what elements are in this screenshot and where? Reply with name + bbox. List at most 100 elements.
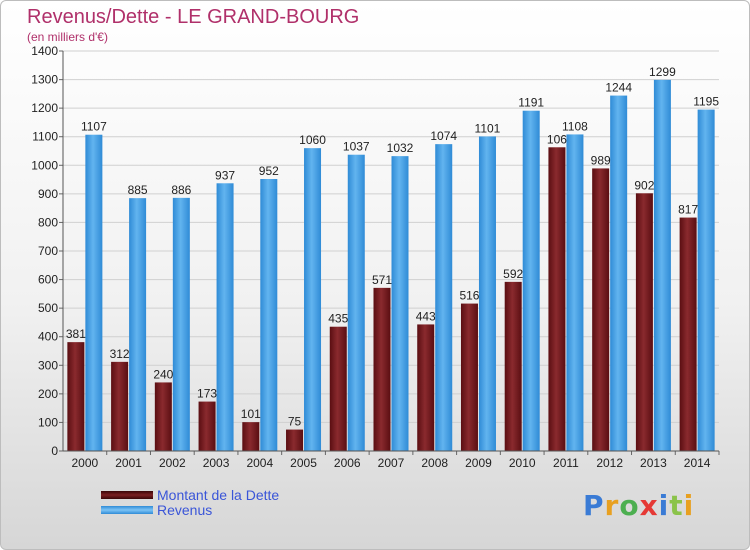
x-tick-label: 2014 bbox=[684, 456, 711, 470]
y-tick-label: 700 bbox=[38, 244, 58, 258]
y-tick-label: 1300 bbox=[31, 73, 58, 87]
data-label-dette: 989 bbox=[591, 153, 611, 167]
bar-revenus bbox=[347, 154, 365, 451]
data-label-dette: 75 bbox=[288, 415, 302, 429]
data-label-revenus: 1244 bbox=[605, 81, 632, 95]
data-label-dette: 173 bbox=[197, 387, 217, 401]
bar-dette bbox=[635, 193, 653, 452]
bar-dette bbox=[67, 342, 85, 451]
bar-revenus bbox=[216, 183, 234, 452]
y-tick-label: 300 bbox=[38, 358, 58, 372]
data-label-dette: 381 bbox=[66, 327, 86, 341]
bar-revenus bbox=[435, 144, 453, 451]
data-label-dette: 240 bbox=[153, 367, 173, 381]
bar-dette bbox=[329, 326, 347, 451]
legend-swatch-revenus bbox=[101, 506, 153, 514]
data-label-revenus: 1191 bbox=[518, 96, 544, 110]
legend-label-dette: Montant de la Dette bbox=[157, 487, 280, 503]
logo-letter: x bbox=[639, 489, 659, 522]
data-label-revenus: 1101 bbox=[475, 121, 501, 135]
bar-dette bbox=[592, 168, 610, 451]
data-label-dette: 435 bbox=[328, 312, 348, 326]
bar-revenus bbox=[522, 110, 540, 451]
bar-revenus bbox=[697, 109, 715, 452]
bar-dette bbox=[504, 281, 522, 451]
bar-revenus bbox=[85, 134, 103, 451]
data-label-revenus: 886 bbox=[171, 183, 191, 197]
bar-dette bbox=[373, 287, 391, 451]
bar-dette bbox=[286, 429, 304, 451]
x-tick-label: 2006 bbox=[334, 456, 361, 470]
x-tick-label: 2002 bbox=[159, 456, 186, 470]
x-tick-label: 2009 bbox=[465, 456, 492, 470]
logo-letter: o bbox=[619, 489, 640, 522]
bar-revenus bbox=[653, 79, 671, 451]
data-label-dette: 592 bbox=[503, 267, 523, 281]
bar-dette bbox=[417, 324, 435, 451]
data-label-revenus: 1107 bbox=[81, 120, 107, 134]
bar-revenus bbox=[172, 197, 190, 451]
data-label-revenus: 1060 bbox=[299, 133, 326, 147]
data-label-revenus: 1037 bbox=[343, 140, 370, 154]
bar-dette bbox=[242, 422, 260, 451]
chart-title: Revenus/Dette - LE GRAND-BOURG bbox=[27, 6, 360, 28]
data-label-dette: 516 bbox=[459, 289, 479, 303]
x-tick-label: 2013 bbox=[640, 456, 667, 470]
y-tick-label: 900 bbox=[38, 187, 58, 201]
logo-letter: t bbox=[669, 489, 684, 522]
bar-dette bbox=[111, 361, 129, 451]
bar-revenus bbox=[610, 95, 628, 452]
bar-dette bbox=[679, 217, 697, 451]
x-tick-label: 2000 bbox=[72, 456, 99, 470]
x-tick-label: 2007 bbox=[378, 456, 405, 470]
legend-swatch-dette bbox=[101, 491, 153, 499]
y-tick-label: 1100 bbox=[32, 130, 58, 144]
chart-subtitle: (en milliers d'€) bbox=[27, 30, 108, 44]
x-tick-label: 2012 bbox=[596, 456, 623, 470]
bar-dette bbox=[154, 382, 172, 451]
y-tick-label: 200 bbox=[38, 387, 58, 401]
data-label-revenus: 885 bbox=[128, 183, 148, 197]
bar-dette bbox=[198, 401, 216, 451]
y-tick-label: 500 bbox=[38, 301, 58, 315]
data-label-dette: 817 bbox=[678, 203, 698, 217]
bar-dette bbox=[548, 147, 566, 452]
data-label-dette: 443 bbox=[416, 309, 436, 323]
legend-item-revenus: Revenus bbox=[101, 502, 213, 518]
x-tick-label: 2003 bbox=[203, 456, 230, 470]
logo-letter: i bbox=[658, 489, 670, 522]
data-label-revenus: 1032 bbox=[387, 141, 414, 155]
y-tick-label: 1400 bbox=[31, 44, 58, 58]
y-tick-label: 400 bbox=[38, 330, 58, 344]
x-tick-label: 2004 bbox=[246, 456, 273, 470]
y-tick-label: 1000 bbox=[31, 158, 58, 172]
data-label-revenus: 1108 bbox=[562, 119, 588, 133]
data-label-revenus: 1074 bbox=[430, 129, 457, 143]
x-tick-label: 2008 bbox=[421, 456, 448, 470]
legend-label-revenus: Revenus bbox=[157, 502, 213, 518]
bar-dette bbox=[460, 303, 478, 451]
bar-revenus bbox=[566, 134, 584, 451]
x-tick-label: 2001 bbox=[115, 456, 142, 470]
y-tick-label: 1200 bbox=[31, 101, 58, 115]
logo-letter: r bbox=[604, 489, 620, 522]
data-label-dette: 571 bbox=[372, 273, 392, 287]
bar-revenus bbox=[260, 179, 278, 451]
data-label-revenus: 937 bbox=[215, 168, 235, 182]
bar-revenus bbox=[478, 136, 496, 451]
data-label-dette: 106 bbox=[547, 132, 567, 146]
data-label-revenus: 1299 bbox=[649, 65, 676, 79]
data-label-dette: 312 bbox=[110, 347, 130, 361]
data-label-revenus: 1195 bbox=[693, 95, 719, 109]
bar-revenus bbox=[391, 156, 409, 451]
proxiti-logo: Proxiti bbox=[583, 489, 694, 522]
bar-revenus bbox=[304, 148, 322, 451]
logo-letter: P bbox=[583, 489, 605, 522]
data-label-dette: 101 bbox=[241, 407, 261, 421]
y-tick-label: 100 bbox=[38, 415, 58, 429]
legend-item-dette: Montant de la Dette bbox=[101, 487, 280, 503]
y-tick-label: 600 bbox=[38, 273, 58, 287]
x-tick-label: 2010 bbox=[509, 456, 536, 470]
